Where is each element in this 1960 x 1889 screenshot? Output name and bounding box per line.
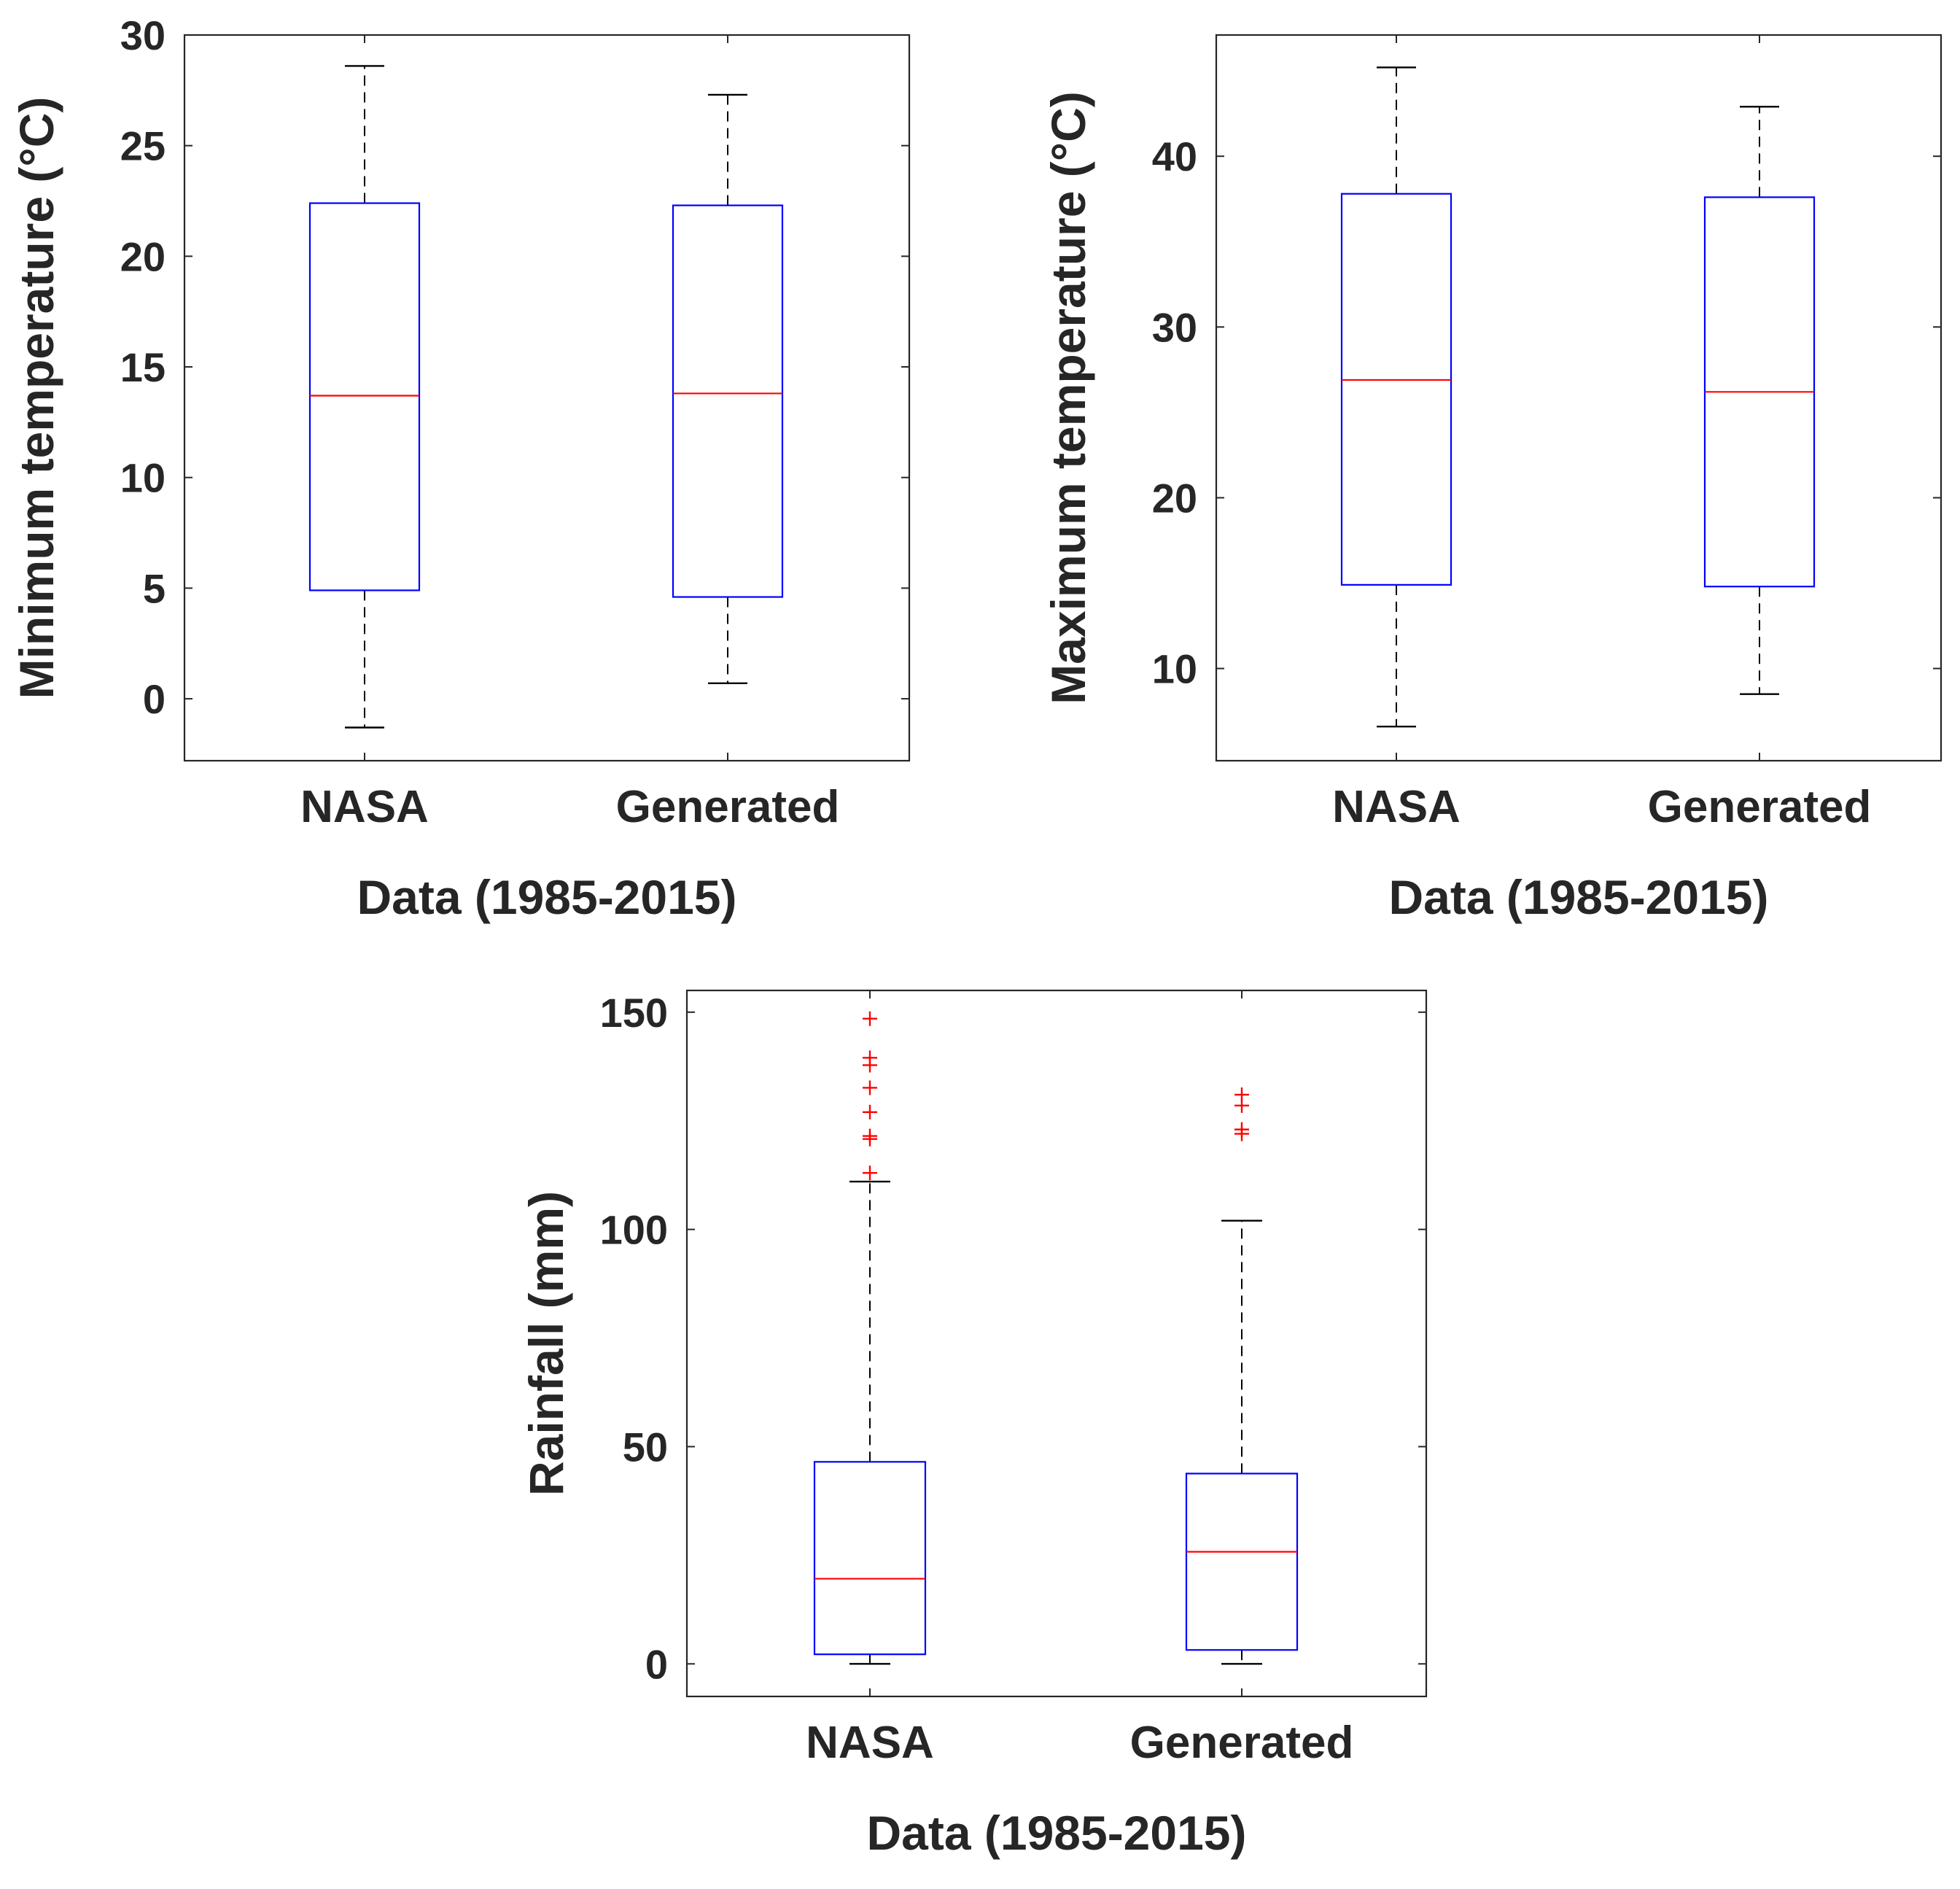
y-tick-label: 0 [645,1641,668,1687]
y-tick-label: 40 [1152,133,1197,179]
y-tick-label: 20 [1152,475,1197,521]
y-tick-label: 100 [600,1207,668,1253]
x-category-label: Generated [616,782,840,832]
x-category-label: Generated [1648,782,1872,832]
y-tick-label: 10 [120,455,166,501]
y-tick-label: 50 [623,1424,668,1470]
box-nasa [308,65,421,729]
y-tick-label: 30 [120,12,166,58]
box-generated [1185,1087,1299,1665]
axes-frame [1215,34,1942,762]
x-category-label: NASA [806,1718,934,1768]
y-axis-label: Maximum temperature (°C) [1041,91,1095,705]
axes-frame [183,34,911,762]
outlier-marker [863,1050,877,1066]
box-generated [1703,106,1816,695]
y-axis-label: Rainfall (mm) [519,1191,573,1496]
outlier-marker [1234,1087,1249,1102]
y-axis-label: Minimum temperature (°C) [9,97,63,699]
rainfall-chart: 0 50 100 150 NASA Generated Data (1985-2015) Ra… [519,989,1428,1860]
iqr-box [1340,193,1452,586]
iqr-box [672,204,784,598]
iqr-box [813,1461,927,1656]
y-tick-label: 10 [1152,646,1197,692]
x-axis-label: Data (1985-2015) [867,1806,1247,1860]
y-tick-label: 20 [120,233,166,279]
outlier-marker [863,1128,877,1144]
x-category-label: NASA [300,782,429,832]
outlier-marker [1234,1122,1249,1137]
x-category-label: Generated [1130,1718,1354,1768]
max-temp-chart: 10 20 30 40 NASA Generated Data (1985-2015) Max… [1041,34,1942,924]
outlier-marker [863,1104,877,1120]
axes-frame [685,989,1428,1698]
box-nasa [1340,66,1452,728]
iqr-box [308,202,421,591]
outlier-marker [863,1011,877,1026]
x-category-label: NASA [1332,782,1461,832]
y-tick-label: 30 [1152,304,1197,350]
y-tick-label: 25 [120,123,166,169]
y-tick-label: 5 [143,565,166,611]
x-axis-label: Data (1985-2015) [357,870,737,924]
outlier-marker [863,1080,877,1095]
box-generated [672,93,784,685]
y-tick-label: 150 [600,990,668,1036]
y-tick-label: 0 [143,676,166,722]
outlier-marker [863,1165,877,1181]
box-nasa [813,1011,927,1665]
min-temp-chart: 0 5 10 15 20 25 30 NASA Generated Data (1985-2015… [9,12,911,924]
iqr-box [1185,1473,1299,1651]
y-tick-label: 15 [120,344,166,390]
x-axis-label: Data (1985-2015) [1389,870,1769,924]
